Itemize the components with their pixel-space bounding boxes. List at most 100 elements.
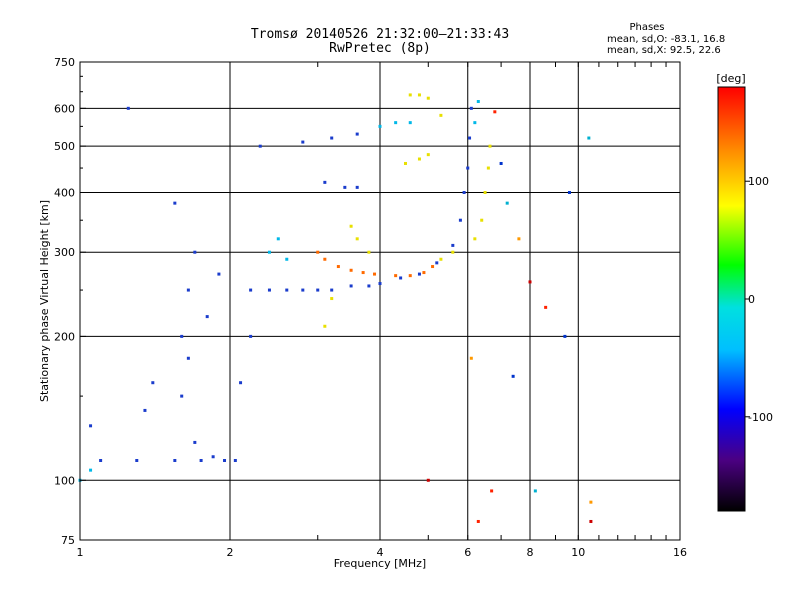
data-point — [468, 136, 472, 140]
data-point — [435, 261, 439, 265]
data-point — [205, 315, 209, 319]
data-point — [151, 381, 155, 385]
data-point — [301, 140, 305, 144]
data-point — [126, 106, 130, 110]
data-point — [249, 288, 253, 292]
colorbar-ticks: 100 0 -100 — [745, 175, 773, 424]
data-point — [349, 224, 353, 228]
data-point — [285, 288, 289, 292]
x-tick-label: 16 — [673, 546, 687, 559]
y-tick-label: 100 — [54, 474, 75, 487]
x-tick-label: 2 — [227, 546, 234, 559]
data-point — [285, 257, 289, 261]
x-tick-label: 6 — [464, 546, 471, 559]
data-point — [217, 272, 221, 276]
x-tick-label: 1 — [77, 546, 84, 559]
data-point — [589, 500, 593, 504]
grid-lines — [80, 62, 680, 540]
data-point — [330, 297, 334, 301]
data-point — [89, 468, 93, 472]
data-point — [473, 237, 477, 241]
x-axis-label: Frequency [MHz] — [334, 557, 426, 570]
data-point — [361, 271, 365, 275]
data-point — [135, 458, 139, 462]
data-point — [399, 276, 403, 280]
data-point — [408, 93, 412, 97]
data-point — [180, 394, 184, 398]
data-point — [480, 218, 484, 222]
data-point — [483, 190, 487, 194]
data-point — [355, 185, 359, 189]
data-point — [378, 124, 382, 128]
data-point — [330, 136, 334, 140]
data-point — [476, 100, 480, 104]
data-point — [408, 121, 412, 125]
data-point — [451, 250, 455, 254]
data-point — [394, 274, 398, 278]
stats-heading: Phases — [629, 22, 664, 33]
y-tick-label: 300 — [54, 246, 75, 259]
data-point — [249, 334, 253, 338]
data-point — [589, 519, 593, 523]
data-point — [499, 161, 503, 165]
data-point — [403, 161, 407, 165]
data-point — [378, 282, 382, 286]
data-point — [417, 157, 421, 161]
data-point — [239, 381, 243, 385]
data-point — [186, 288, 190, 292]
x-tick-label: 4 — [377, 546, 384, 559]
data-point — [426, 153, 430, 157]
data-point — [469, 106, 473, 110]
data-point — [476, 519, 480, 523]
data-point — [544, 305, 548, 309]
stats-o-mode: mean, sd,O: -83.1, 16.8 — [607, 34, 725, 45]
y-tick-label: 75 — [61, 534, 75, 547]
data-point — [89, 424, 93, 428]
data-point — [323, 324, 327, 328]
y-tick-label: 600 — [54, 102, 75, 115]
scatter-points — [78, 93, 593, 523]
data-point — [426, 96, 430, 100]
x-tick-label: 10 — [571, 546, 585, 559]
data-point — [426, 478, 430, 482]
data-point — [258, 144, 262, 148]
colorbar — [717, 86, 746, 512]
data-point — [323, 257, 327, 261]
data-point — [193, 440, 197, 444]
y-tick-label: 400 — [54, 186, 75, 199]
y-axis-ticks: 75 100 200 300 400 500 600 750 — [54, 56, 86, 547]
data-point — [267, 250, 271, 254]
data-point — [316, 288, 320, 292]
data-point — [505, 201, 509, 205]
data-point — [394, 121, 398, 125]
data-point — [408, 274, 412, 278]
data-point — [528, 280, 532, 284]
data-point — [567, 190, 571, 194]
data-point — [417, 272, 421, 276]
x-tick-label: 8 — [527, 546, 534, 559]
data-point — [180, 334, 184, 338]
data-point — [587, 136, 591, 140]
data-point — [355, 237, 359, 241]
data-point — [349, 284, 353, 288]
data-point — [173, 201, 177, 205]
data-point — [458, 218, 462, 222]
data-point — [439, 113, 443, 117]
y-tick-label: 500 — [54, 140, 75, 153]
data-point — [301, 288, 305, 292]
chart-subtitle: RwPretec (8p) — [329, 41, 431, 56]
data-point — [473, 121, 477, 125]
data-point — [143, 408, 147, 412]
data-point — [466, 166, 470, 170]
data-point — [563, 334, 567, 338]
data-point — [343, 185, 347, 189]
y-tick-label: 200 — [54, 330, 75, 343]
data-point — [186, 356, 190, 360]
colorbar-tick-label: 0 — [748, 293, 755, 306]
data-point — [373, 272, 377, 276]
data-point — [439, 257, 443, 261]
colorbar-label: [deg] — [716, 72, 745, 85]
data-point — [517, 237, 521, 241]
data-point — [233, 458, 237, 462]
